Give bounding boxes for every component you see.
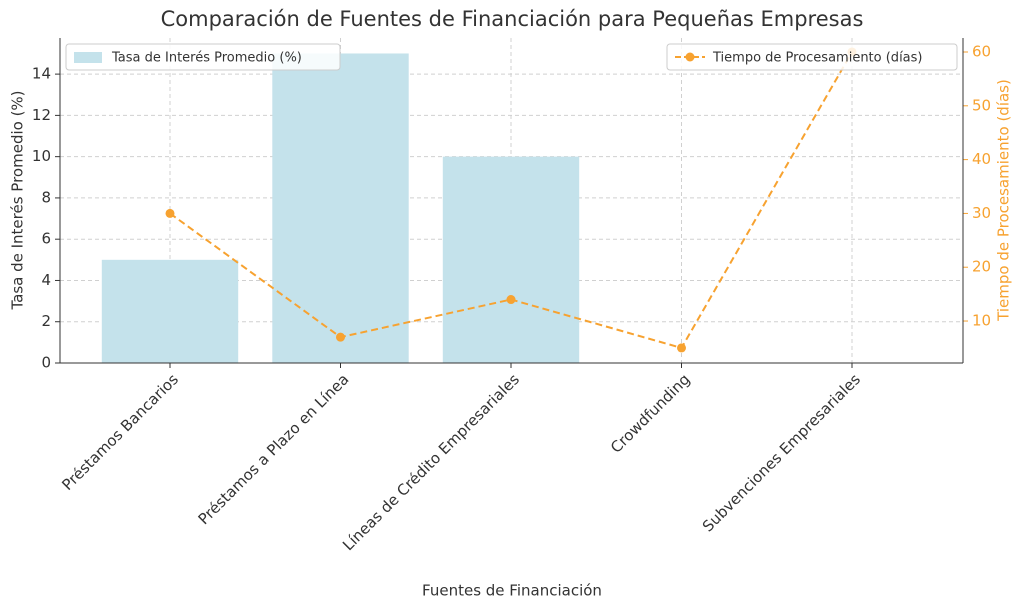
bar <box>272 53 409 363</box>
legend-box <box>666 43 958 71</box>
y2-tick-label: 40 <box>972 150 991 168</box>
y-tick-label: 8 <box>41 188 51 206</box>
point <box>677 343 686 353</box>
y-tick-label: 6 <box>41 230 51 248</box>
x-axis-label: Fuentes de Financiación <box>422 582 602 600</box>
chart-title: Comparación de Fuentes de Financiación p… <box>161 7 864 31</box>
y-axis-label: Tasa de Interés Promedio (%) <box>9 90 27 310</box>
x-tick-label: Subvenciones Empresariales <box>699 370 864 535</box>
legend-swatch <box>74 52 102 63</box>
y-tick-label: 4 <box>41 271 51 289</box>
y-tick-label: 14 <box>32 65 51 83</box>
y-tick-label: 0 <box>41 354 51 372</box>
x-tick-label: Líneas de Crédito Empresariales <box>339 370 523 554</box>
x-tick-label: Préstamos Bancarios <box>58 370 182 494</box>
y-tick-label: 12 <box>32 106 51 124</box>
y2-axis-label: Tiempo de Procesamiento (días) <box>995 79 1013 322</box>
legend-marker <box>685 52 695 62</box>
legend-box <box>65 43 341 71</box>
legend-label: Tiempo de Procesamiento (días) <box>712 51 923 66</box>
point <box>165 208 175 218</box>
y2-tick-label: 20 <box>972 258 991 276</box>
y2-tick-label: 50 <box>972 96 991 114</box>
bar <box>442 156 580 363</box>
legend-label: Tasa de Interés Promedio (%) <box>111 51 302 66</box>
point <box>506 295 516 305</box>
y2-tick-label: 30 <box>972 204 991 222</box>
bar <box>101 259 239 363</box>
x-tick-label: Préstamos a Plazo en Línea <box>195 370 353 528</box>
y-tick-label: 2 <box>41 312 51 330</box>
y2-tick-label: 10 <box>972 312 991 330</box>
y-tick-label: 10 <box>32 147 51 165</box>
y2-tick-label: 60 <box>972 42 991 60</box>
x-tick-label: Crowdfunding <box>607 370 693 456</box>
point <box>336 332 345 342</box>
